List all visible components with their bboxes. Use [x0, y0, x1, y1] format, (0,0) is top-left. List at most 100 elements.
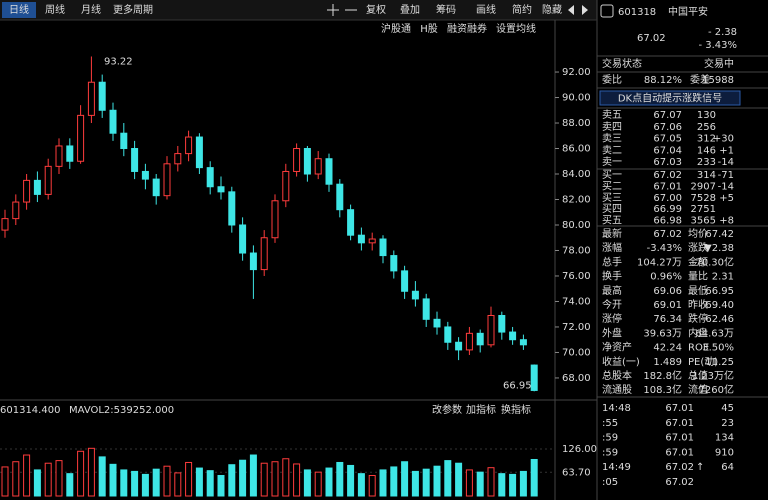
trade-price: 67.02: [665, 477, 694, 488]
tool-button[interactable]: 画线: [476, 3, 496, 16]
volume-bar: [141, 473, 149, 497]
candle-body: [217, 186, 225, 193]
tool-button[interactable]: 筹码: [436, 3, 456, 16]
tool-button[interactable]: 叠加: [400, 4, 420, 16]
status: 交易中: [704, 57, 734, 70]
stock-code: 601318: [618, 7, 656, 18]
period-tab[interactable]: 日线: [9, 3, 29, 16]
stat-label: 今开: [602, 298, 622, 311]
stat-value: 182.8亿: [643, 369, 682, 382]
signal-button[interactable]: [599, 90, 741, 106]
stat-value: 108.3亿: [643, 383, 682, 396]
book-price: 67.03: [653, 157, 682, 168]
period-tab[interactable]: 月线: [81, 3, 101, 16]
indicator-button[interactable]: 换指标: [501, 403, 531, 416]
y-tick-label: 92.00: [562, 67, 591, 78]
candle-body: [185, 136, 193, 155]
stat-label: 换手: [602, 270, 622, 283]
stat-label: 总手: [602, 255, 622, 268]
volume-bar: [357, 473, 365, 497]
price-change: - 2.38: [708, 27, 737, 38]
signal-button-label[interactable]: DK点自动提示涨跌信号: [618, 92, 722, 105]
wb-label: 委比: [602, 73, 622, 86]
trade-price: 67.01: [665, 447, 694, 458]
trade-price: 67.01: [665, 403, 694, 414]
stat-label: 最低: [688, 284, 708, 297]
stat-label: 流值: [688, 383, 708, 396]
stat-value: 1.23万亿: [692, 369, 734, 382]
volume-bar: [498, 473, 506, 497]
indicator-button[interactable]: 加指标: [466, 403, 496, 416]
volume-bar: [120, 469, 128, 497]
volume-bar: [98, 456, 106, 497]
stat-label: 量比: [688, 271, 708, 283]
volume-bar: [293, 463, 301, 497]
volume-bar: [55, 460, 63, 497]
candle-body: [368, 238, 376, 244]
book-label: 卖四: [602, 121, 622, 133]
book-price: 66.98: [653, 216, 682, 227]
stat-value: 69.01: [653, 300, 682, 311]
wc-label: 委差: [690, 73, 710, 86]
volume-header: 601314.400: [0, 405, 60, 416]
status-label: 交易状态: [602, 57, 642, 70]
stat-value: 67.42: [705, 229, 734, 240]
candle-body: [293, 148, 301, 172]
trade-volume: 64: [721, 462, 734, 473]
candle-body: [55, 145, 63, 167]
trade-time: 14:49: [602, 462, 631, 473]
sub-tool[interactable]: 融资融券: [447, 22, 487, 35]
stat-label: 内盘: [688, 326, 708, 339]
stat-value: 104.27万: [637, 257, 682, 268]
book-price: 67.05: [653, 134, 682, 145]
next-icon[interactable]: [582, 5, 588, 15]
candle-body: [195, 136, 203, 169]
candle-body: [422, 298, 430, 320]
sub-tool[interactable]: 设置均线: [496, 22, 536, 35]
tool-button[interactable]: 简约: [512, 3, 532, 16]
volume-bar: [379, 469, 387, 497]
trade-volume: 910: [715, 447, 734, 458]
volume-bar: [487, 467, 495, 497]
trade-volume: 23: [721, 418, 734, 429]
stat-value: 39.63万: [643, 328, 682, 339]
volume-bar: [87, 447, 95, 497]
tool-button[interactable]: 复权: [366, 3, 386, 16]
volume-bar: [228, 464, 236, 497]
indicator-button[interactable]: 改参数: [432, 403, 462, 416]
book-change: +1: [719, 145, 734, 156]
book-price: 67.06: [653, 122, 682, 133]
period-tab[interactable]: 更多周期: [113, 3, 153, 16]
volume-bar: [109, 463, 117, 497]
sub-tool[interactable]: H股: [420, 23, 438, 35]
y-tick-label: 86.00: [562, 144, 591, 155]
stat-label: 总值: [688, 369, 708, 382]
tool-button[interactable]: 隐藏: [542, 4, 562, 16]
volume-bar: [390, 466, 398, 497]
volume-bar: [282, 458, 290, 497]
stat-value: 1.489: [653, 357, 682, 368]
trade-volume: 45: [721, 403, 734, 414]
book-label: 买二: [602, 180, 622, 192]
period-tab[interactable]: 周线: [45, 3, 65, 16]
candle-body: [77, 114, 85, 162]
sub-tool[interactable]: 沪股通: [381, 22, 411, 35]
candle-body: [487, 314, 495, 346]
book-label: 买一: [602, 169, 622, 181]
wb: 88.12%: [644, 75, 682, 86]
trade-time: 14:48: [602, 403, 631, 414]
volume-bar: [422, 468, 430, 497]
wc: 15988: [702, 75, 734, 86]
candle-body: [519, 339, 527, 346]
y-tick-label: 68.00: [562, 373, 591, 384]
stat-value: 11.25: [705, 357, 734, 368]
prev-icon[interactable]: [568, 5, 574, 15]
candle-body: [12, 201, 20, 220]
y-tick-label: 78.00: [562, 245, 591, 256]
book-change: -14: [718, 181, 734, 192]
candle-body: [23, 179, 31, 203]
book-volume: 312: [697, 134, 716, 145]
book-price: 67.04: [653, 145, 682, 156]
volume-bar: [411, 470, 419, 497]
book-price: 67.00: [653, 193, 682, 204]
